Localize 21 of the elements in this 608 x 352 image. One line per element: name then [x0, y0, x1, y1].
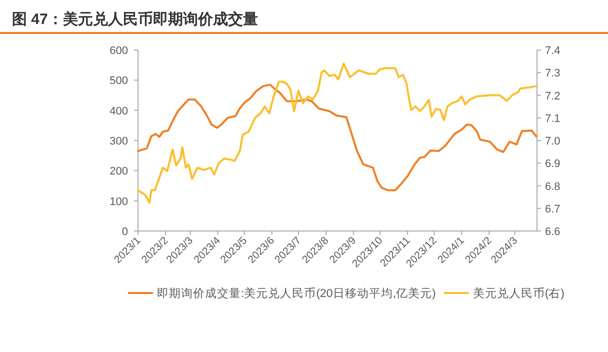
chart-title: 图 47：美元兑人民币即期询价成交量: [12, 10, 258, 28]
y-tick-label: 500: [110, 75, 128, 88]
y2-tick-label: 6.9: [545, 158, 560, 170]
line-series: [137, 84, 538, 192]
y2-tick-label: 6.7: [545, 203, 560, 216]
y-tick-label: 600: [110, 45, 128, 57]
y2-tick-label: 6.8: [545, 180, 560, 193]
y-tick-label: 200: [110, 166, 128, 178]
legend-label: 美元兑人民币(右): [472, 286, 565, 300]
legend-label: 即期询价成交量:美元兑人民币(20日移动平均,亿美元): [157, 286, 436, 300]
y2-tick-label: 7.0: [545, 136, 560, 148]
y2-tick-label: 6.6: [545, 226, 560, 238]
line-series: [137, 62, 538, 204]
y-tick-label: 100: [110, 196, 128, 208]
y2-tick-label: 7.1: [545, 112, 560, 125]
y-tick-label: 300: [110, 136, 128, 148]
y2-tick-label: 7.2: [545, 90, 560, 102]
y2-tick-label: 7.3: [545, 68, 560, 80]
y-tick-label: 0: [122, 226, 128, 238]
y2-tick-label: 7.4: [545, 45, 560, 57]
y-tick-label: 400: [110, 105, 128, 118]
